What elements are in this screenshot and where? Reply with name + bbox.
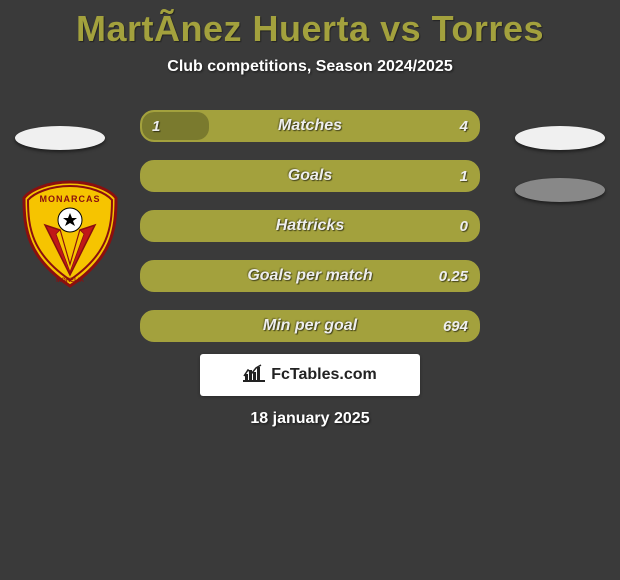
stats-bars: 1 Matches 4 Goals 1 Hattricks 0 Goals pe…: [140, 110, 480, 360]
stat-label: Goals: [142, 162, 478, 190]
fctables-label: FcTables.com: [271, 366, 377, 384]
club-logo: MONARCAS MORELIA: [20, 180, 120, 290]
page-title: MartÃnez Huerta vs Torres: [0, 0, 620, 50]
svg-text:MORELIA: MORELIA: [56, 278, 84, 284]
fctables-watermark: FcTables.com: [200, 354, 420, 396]
svg-text:MONARCAS: MONARCAS: [40, 194, 101, 204]
date: 18 january 2025: [0, 410, 620, 428]
stat-label: Matches: [142, 112, 478, 140]
stat-bar: Goals per match 0.25: [140, 260, 480, 292]
stat-bar: 1 Matches 4: [140, 110, 480, 142]
stat-bar: Min per goal 694: [140, 310, 480, 342]
stat-label: Hattricks: [142, 212, 478, 240]
stat-right-val: 1: [460, 162, 468, 190]
player-left-placeholder: [15, 126, 105, 150]
stat-bar: Hattricks 0: [140, 210, 480, 242]
player-right-placeholder-2: [515, 178, 605, 202]
player-right-placeholder-1: [515, 126, 605, 150]
stat-right-val: 4: [460, 112, 468, 140]
chart-icon: [243, 364, 265, 387]
stat-label: Min per goal: [142, 312, 478, 340]
stat-bar: Goals 1: [140, 160, 480, 192]
stat-right-val: 694: [443, 312, 468, 340]
subtitle: Club competitions, Season 2024/2025: [0, 58, 620, 76]
stat-right-val: 0: [460, 212, 468, 240]
stat-right-val: 0.25: [439, 262, 468, 290]
stat-label: Goals per match: [142, 262, 478, 290]
